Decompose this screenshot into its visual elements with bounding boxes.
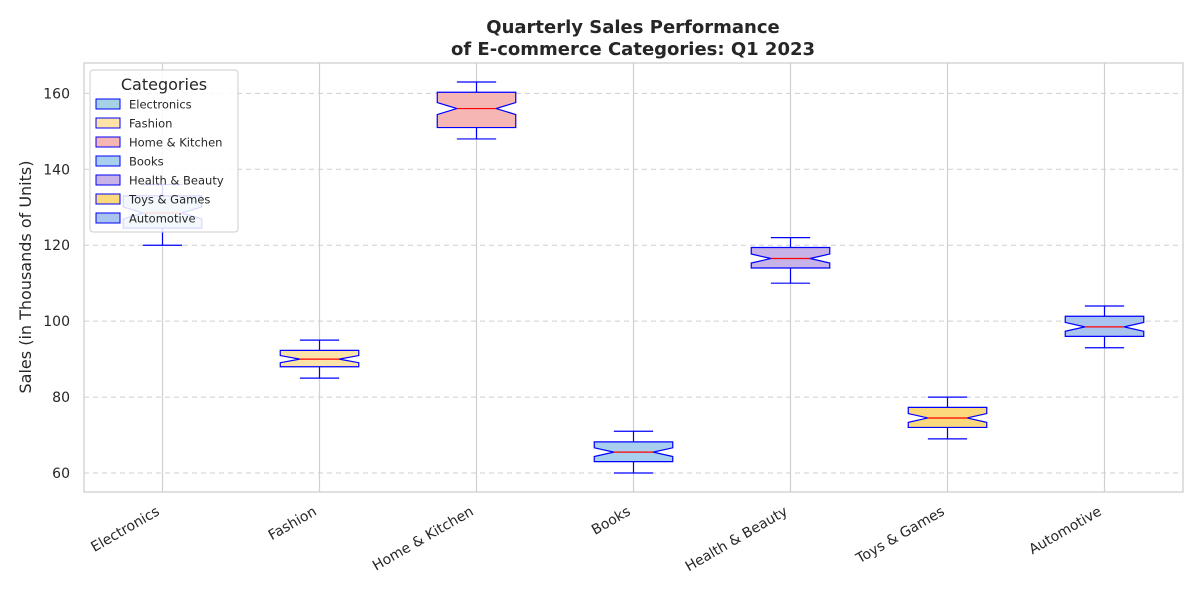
legend-label: Books bbox=[129, 155, 164, 169]
box-toys-games bbox=[907, 396, 988, 440]
legend-label: Automotive bbox=[129, 212, 196, 226]
legend-label: Fashion bbox=[129, 117, 172, 131]
box-home-kitchen bbox=[436, 81, 517, 140]
y-tick-label: 80 bbox=[52, 390, 70, 406]
legend-label: Home & Kitchen bbox=[129, 136, 222, 150]
x-tick-label: Home & Kitchen bbox=[370, 504, 477, 575]
legend-label: Electronics bbox=[129, 98, 192, 112]
legend-swatch bbox=[95, 193, 121, 205]
grid-lines bbox=[84, 63, 1183, 492]
x-tick-label: Electronics bbox=[88, 504, 162, 556]
legend-swatch bbox=[95, 136, 121, 148]
legend-label: Toys & Games bbox=[128, 193, 210, 207]
plot-frame bbox=[83, 62, 1184, 493]
box-fashion bbox=[279, 339, 360, 379]
y-tick-label: 120 bbox=[43, 238, 70, 254]
y-tick-label: 140 bbox=[43, 162, 70, 178]
box-books bbox=[593, 430, 674, 474]
legend-swatch bbox=[95, 212, 121, 224]
legend-title: Categories bbox=[121, 75, 207, 94]
x-tick-labels: Electronics Fashion Home & Kitchen Books Hea… bbox=[88, 504, 1104, 575]
y-axis-label: Sales (in Thousands of Units) bbox=[16, 161, 35, 394]
legend-swatch bbox=[95, 174, 121, 186]
box-automotive bbox=[1064, 305, 1145, 349]
chart-title-line-1: Quarterly Sales Performance bbox=[486, 17, 779, 38]
x-tick-label: Fashion bbox=[266, 504, 320, 544]
legend-swatch bbox=[95, 155, 121, 167]
box-health-beauty bbox=[750, 237, 831, 284]
legend-swatch bbox=[95, 117, 121, 129]
box-body bbox=[436, 91, 517, 129]
x-tick-label: Toys & Games bbox=[853, 504, 948, 568]
x-tick-label: Automotive bbox=[1026, 504, 1104, 558]
y-tick-label: 160 bbox=[43, 86, 70, 102]
legend-frame bbox=[89, 69, 239, 233]
x-tick-label: Health & Beauty bbox=[683, 504, 791, 575]
chart-title-line-2: of E-commerce Categories: Q1 2023 bbox=[451, 39, 815, 60]
y-tick-label: 100 bbox=[43, 314, 70, 330]
y-tick-labels: 60 80 100 120 140 160 bbox=[43, 86, 70, 482]
y-tick-label: 60 bbox=[52, 466, 70, 482]
x-tick-label: Books bbox=[589, 504, 633, 539]
box-body bbox=[750, 246, 831, 269]
legend: Categories Electronics Fashion Home & Kitch… bbox=[89, 69, 239, 233]
legend-label: Health & Beauty bbox=[129, 174, 224, 188]
legend-swatch bbox=[95, 98, 121, 110]
